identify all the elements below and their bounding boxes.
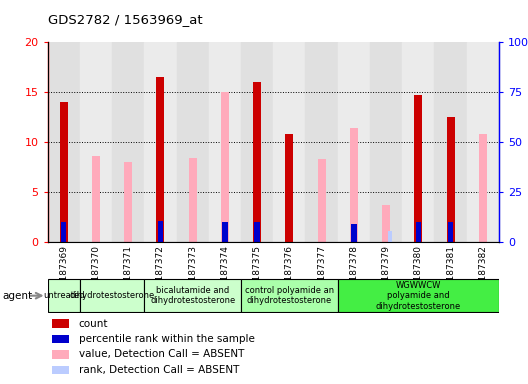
- Text: untreated: untreated: [43, 291, 84, 300]
- Bar: [350, 128, 358, 242]
- Bar: [447, 117, 455, 242]
- Bar: [188, 158, 196, 242]
- FancyBboxPatch shape: [338, 279, 499, 312]
- Bar: [61, 222, 67, 242]
- Text: control polyamide an
dihydrotestosterone: control polyamide an dihydrotestosterone: [245, 286, 334, 305]
- Bar: [254, 222, 260, 242]
- Bar: [435, 42, 467, 242]
- Text: agent: agent: [3, 291, 33, 301]
- Bar: [144, 42, 176, 242]
- Text: value, Detection Call = ABSENT: value, Detection Call = ABSENT: [79, 349, 244, 359]
- Bar: [467, 42, 499, 242]
- Text: WGWWCW
polyamide and
dihydrotestosterone: WGWWCW polyamide and dihydrotestosterone: [376, 281, 461, 311]
- Bar: [52, 319, 69, 328]
- Bar: [370, 42, 402, 242]
- Bar: [479, 134, 487, 242]
- FancyBboxPatch shape: [48, 279, 80, 312]
- Bar: [60, 102, 68, 242]
- Bar: [92, 156, 100, 242]
- Bar: [338, 42, 370, 242]
- Bar: [209, 42, 241, 242]
- Bar: [274, 42, 306, 242]
- FancyBboxPatch shape: [80, 279, 144, 312]
- Bar: [351, 224, 357, 242]
- Bar: [222, 222, 228, 242]
- Bar: [124, 162, 132, 242]
- Bar: [306, 42, 338, 242]
- Bar: [80, 42, 112, 242]
- Bar: [448, 222, 454, 242]
- Text: dihydrotestosterone: dihydrotestosterone: [69, 291, 155, 300]
- Text: percentile rank within the sample: percentile rank within the sample: [79, 334, 254, 344]
- Text: bicalutamide and
dihydrotestosterone: bicalutamide and dihydrotestosterone: [150, 286, 235, 305]
- Bar: [52, 335, 69, 343]
- Bar: [156, 77, 164, 242]
- Bar: [157, 221, 163, 242]
- Bar: [241, 42, 274, 242]
- FancyBboxPatch shape: [144, 279, 241, 312]
- Bar: [52, 350, 69, 359]
- Bar: [382, 205, 390, 242]
- Text: rank, Detection Call = ABSENT: rank, Detection Call = ABSENT: [79, 365, 239, 375]
- Text: count: count: [79, 318, 108, 329]
- Bar: [414, 95, 422, 242]
- Bar: [112, 42, 144, 242]
- Bar: [48, 42, 80, 242]
- Bar: [253, 82, 261, 242]
- Bar: [52, 366, 69, 374]
- FancyBboxPatch shape: [241, 279, 338, 312]
- Bar: [402, 42, 435, 242]
- Bar: [317, 159, 326, 242]
- Bar: [416, 222, 421, 242]
- Bar: [176, 42, 209, 242]
- Text: GDS2782 / 1563969_at: GDS2782 / 1563969_at: [48, 13, 202, 26]
- Bar: [221, 92, 229, 242]
- Bar: [389, 231, 392, 242]
- Bar: [285, 134, 294, 242]
